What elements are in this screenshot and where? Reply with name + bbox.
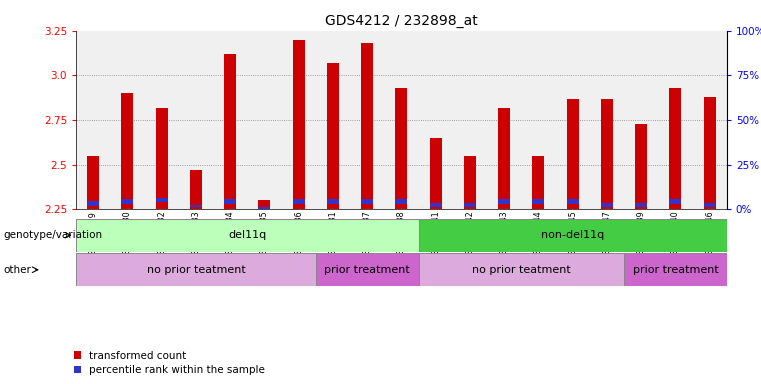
Bar xyxy=(419,219,727,252)
Text: no prior teatment: no prior teatment xyxy=(147,265,245,275)
Bar xyxy=(498,108,510,209)
Bar xyxy=(601,99,613,209)
Bar xyxy=(533,156,544,209)
Bar xyxy=(704,203,715,207)
Bar xyxy=(76,219,419,252)
Bar xyxy=(396,199,407,204)
Bar xyxy=(327,199,339,204)
Bar xyxy=(704,97,715,209)
Legend: transformed count, percentile rank within the sample: transformed count, percentile rank withi… xyxy=(74,351,265,375)
Text: genotype/variation: genotype/variation xyxy=(4,230,103,240)
Bar xyxy=(670,88,681,209)
Bar xyxy=(419,253,624,286)
Bar xyxy=(122,93,133,209)
Bar xyxy=(190,205,202,207)
Bar xyxy=(190,170,202,209)
Text: non-del11q: non-del11q xyxy=(541,230,604,240)
Bar xyxy=(635,203,647,207)
Text: prior treatment: prior treatment xyxy=(632,265,718,275)
Text: no prior teatment: no prior teatment xyxy=(472,265,571,275)
Bar xyxy=(567,99,578,209)
Bar xyxy=(316,253,419,286)
Bar xyxy=(259,200,270,209)
Bar xyxy=(430,203,441,207)
Bar xyxy=(293,40,304,209)
Bar xyxy=(533,199,544,204)
Bar xyxy=(396,88,407,209)
Bar xyxy=(88,156,99,209)
Bar xyxy=(635,124,647,209)
Bar xyxy=(224,54,236,209)
Bar xyxy=(624,253,727,286)
Bar xyxy=(156,108,167,209)
Bar xyxy=(327,63,339,209)
Bar xyxy=(361,199,373,204)
Bar xyxy=(156,198,167,202)
Title: GDS4212 / 232898_at: GDS4212 / 232898_at xyxy=(325,14,478,28)
Bar xyxy=(670,199,681,204)
Bar xyxy=(88,201,99,206)
Bar xyxy=(567,199,578,204)
Bar xyxy=(224,199,236,204)
Text: prior treatment: prior treatment xyxy=(324,265,410,275)
Text: del11q: del11q xyxy=(228,230,266,240)
Bar xyxy=(464,203,476,207)
Bar xyxy=(601,203,613,207)
Bar xyxy=(430,138,441,209)
Bar xyxy=(76,253,316,286)
Bar xyxy=(464,156,476,209)
Bar xyxy=(259,207,270,209)
Text: other: other xyxy=(4,265,32,275)
Bar xyxy=(498,199,510,204)
Bar xyxy=(293,199,304,204)
Bar xyxy=(361,43,373,209)
Bar xyxy=(122,199,133,204)
